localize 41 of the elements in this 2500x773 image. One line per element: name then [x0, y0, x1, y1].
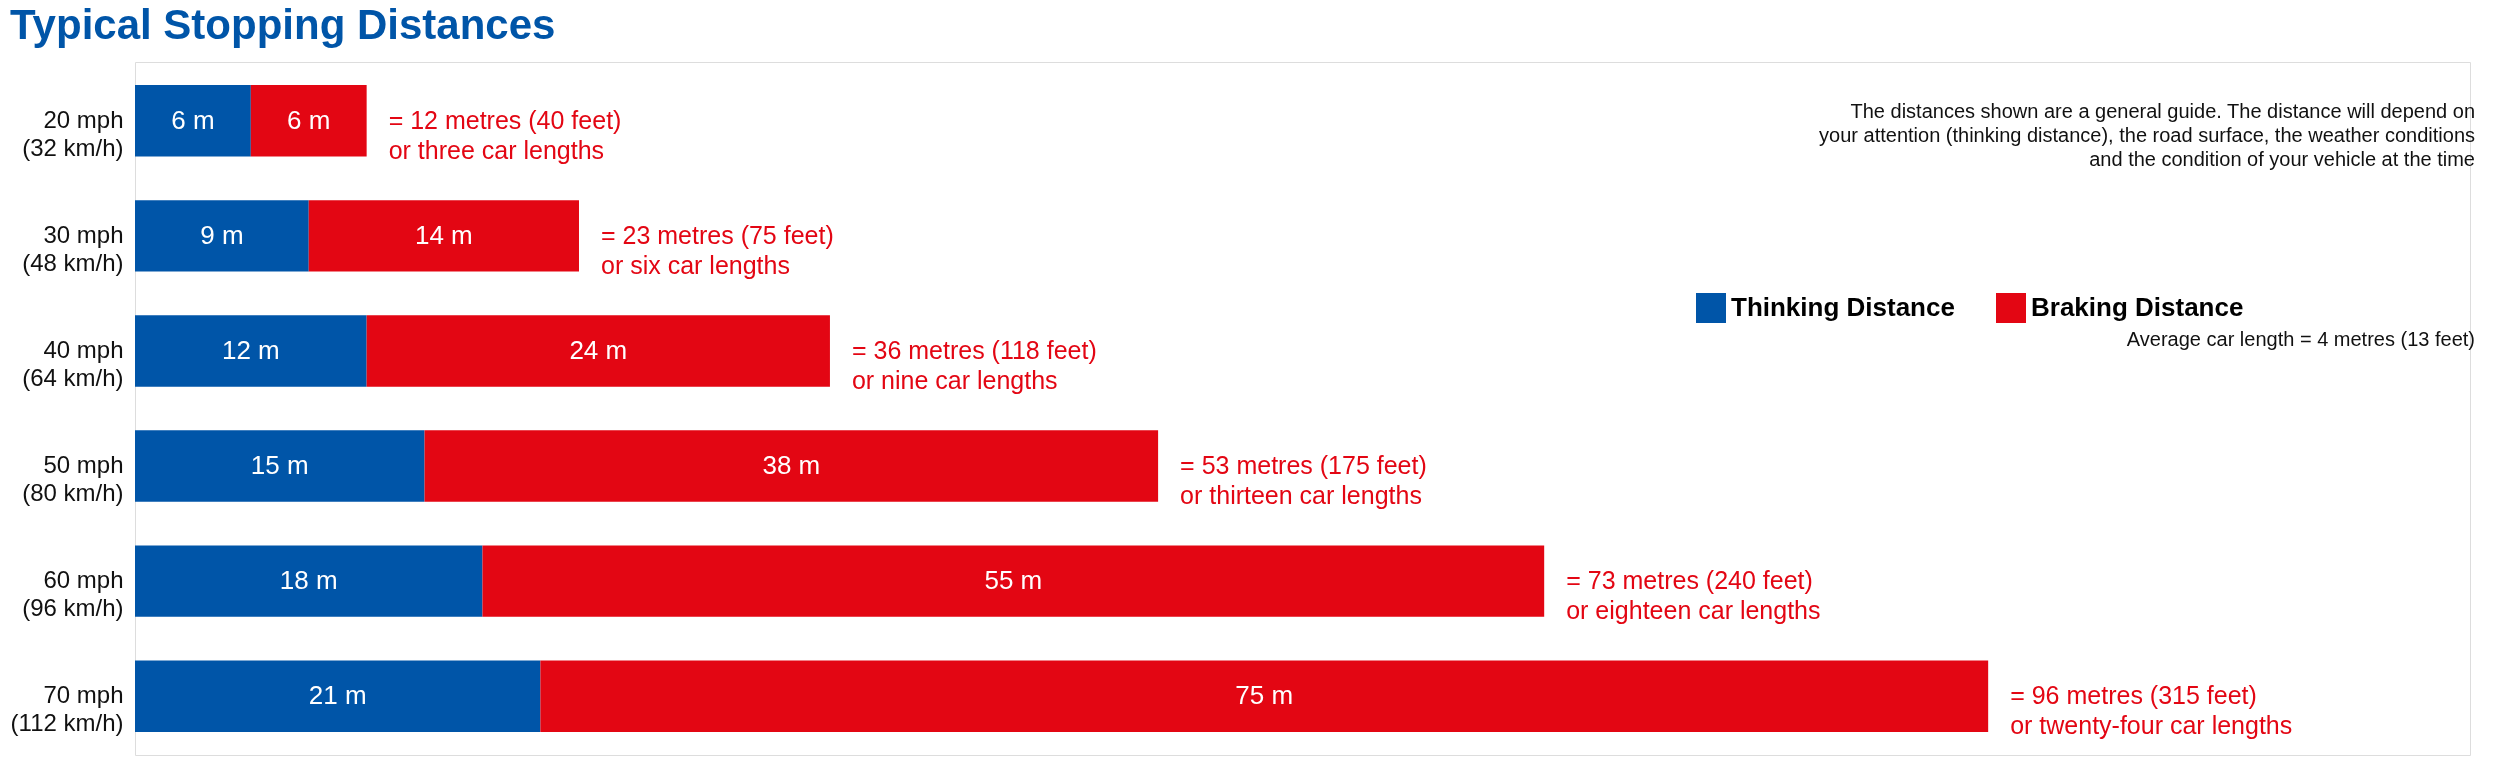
total-label: = 36 metres (118 feet) or nine car lengths: [851, 335, 1097, 394]
bar: [540, 660, 1989, 732]
bar: [424, 430, 1159, 502]
legend-label: Thinking Distance: [1731, 292, 1955, 322]
data-label: 14 m: [414, 219, 473, 250]
bar: [135, 545, 483, 617]
bar: [366, 315, 830, 387]
data-label: 38 m: [762, 450, 821, 481]
data-label: 75 m: [1235, 680, 1294, 711]
data-label: 6 m: [287, 104, 331, 135]
total-label: = 96 metres (315 feet) or twenty-four car lengths: [2010, 681, 2293, 740]
total-label: = 23 metres (75 feet) or six car lengths: [600, 220, 834, 279]
text: Average car length = 4 metres (13 feet): [2126, 328, 2475, 350]
total-label: = 12 metres (40 feet) or three car lengths: [388, 105, 622, 164]
bar: [135, 430, 425, 502]
data-label: 55 m: [984, 565, 1043, 596]
bar: [135, 200, 309, 272]
data-label: 9 m: [200, 219, 244, 250]
total-label: = 73 metres (240 feet) or eighteen car lengths: [1566, 566, 1821, 625]
data-label: 6 m: [171, 104, 215, 135]
y-tick-label: 40 mph (64 km/h): [22, 335, 124, 391]
total-label: = 53 metres (175 feet) or thirteen car lengths: [1180, 451, 1427, 510]
y-tick-label: 50 mph (80 km/h): [22, 451, 124, 507]
bar: [250, 85, 367, 157]
bar: [135, 315, 367, 387]
data-label: 12 m: [221, 334, 280, 365]
y-tick-label: 30 mph (48 km/h): [22, 220, 124, 276]
data-label: 15 m: [250, 450, 309, 481]
y-tick-label: 20 mph (32 km/h): [22, 105, 124, 161]
y-tick-label: 60 mph (96 km/h): [22, 566, 124, 622]
data-label: 24 m: [569, 334, 628, 365]
legend-label: Braking Distance: [2031, 292, 2244, 322]
data-label: 18 m: [279, 565, 338, 596]
bar: [482, 545, 1545, 617]
chart-title: Typical Stopping Distances: [10, 1, 556, 48]
bar: [135, 660, 541, 732]
annotation: The distances shown are a general guide. The distance will depend on your attention (thinking distance), the road surface, the weather conditions and the condition of your vehicle at the time: [1819, 100, 2475, 170]
y-tick-label: 70 mph (112 km/h): [10, 681, 124, 737]
bar: [308, 200, 579, 272]
data-label: 21 m: [308, 680, 367, 711]
bar: [135, 85, 251, 157]
